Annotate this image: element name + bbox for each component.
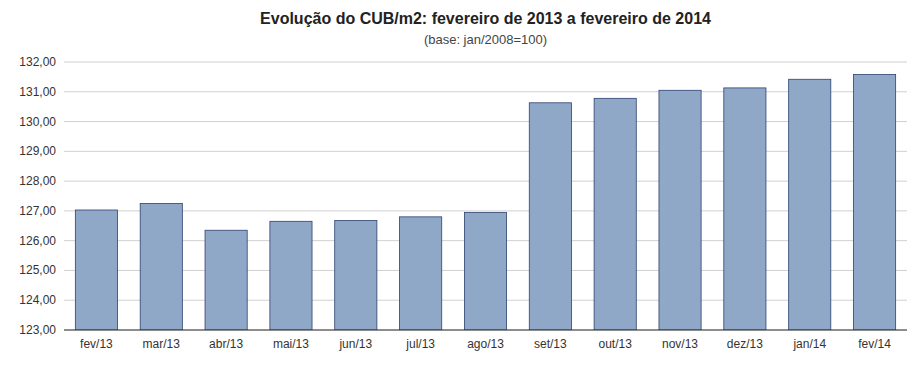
x-tick-label: fev/14 (858, 337, 891, 351)
grid-line (64, 121, 907, 122)
x-tick-label: abr/13 (209, 337, 243, 351)
bar (75, 210, 117, 330)
title: Evolução do CUB/m2: fevereiro de 2013 a … (260, 10, 711, 27)
x-tick-label: out/13 (599, 337, 633, 351)
y-axis: 123,00 124,00 125,00 126,00 127,00 128,00 129,… (19, 55, 907, 337)
y-tick-label: 124,00 (19, 293, 56, 307)
y-tick-label: 129,00 (19, 144, 56, 158)
bar (270, 221, 312, 330)
y-tick-label: 130,00 (19, 115, 56, 129)
x-tick-label: dez/13 (727, 337, 763, 351)
bar (659, 90, 701, 330)
bar (594, 98, 636, 330)
grid-line (64, 181, 907, 182)
bar (205, 230, 247, 330)
y-tick-label: 128,00 (19, 174, 56, 188)
bar (724, 88, 766, 330)
chart-container: Evolução do CUB/m2: fevereiro de 2013 a … (0, 0, 923, 366)
y-tick-label: 126,00 (19, 234, 56, 248)
x-axis-line (64, 330, 907, 331)
chart: Evolução do CUB/m2: fevereiro de 2013 a … (0, 0, 923, 366)
x-tick-label: set/13 (534, 337, 567, 351)
x-tick-label: jul/13 (405, 337, 435, 351)
grid-line (64, 210, 907, 211)
grid-line (64, 62, 907, 63)
x-axis: fev/13 mar/13 abr/13 mai/13 jun/13 jul/13 ago/… (64, 330, 907, 351)
grid-line (64, 91, 907, 92)
x-tick-label: jan/14 (792, 337, 826, 351)
y-tick-label: 127,00 (19, 204, 56, 218)
y-tick-label: 131,00 (19, 85, 56, 99)
x-tick-label: jun/13 (338, 337, 372, 351)
bar (854, 75, 896, 330)
page: {"chart_data": { "type": "bar", "title":… (0, 0, 923, 366)
grid-line (64, 151, 907, 152)
bar (400, 217, 442, 330)
bar (335, 220, 377, 330)
x-tick-label: mar/13 (143, 337, 181, 351)
subtitle: (base: jan/2008=100) (424, 32, 547, 47)
bar (140, 203, 182, 330)
bars (75, 75, 895, 330)
bar (464, 212, 506, 330)
bar (789, 79, 831, 330)
grid-line (64, 330, 907, 331)
x-tick-label: fev/13 (80, 337, 113, 351)
y-tick-label: 125,00 (19, 263, 56, 277)
bar (529, 103, 571, 330)
x-tick-label: ago/13 (467, 337, 504, 351)
x-tick-label: mai/13 (273, 337, 309, 351)
y-tick-label: 132,00 (19, 55, 56, 69)
y-tick-label: 123,00 (19, 323, 56, 337)
x-tick-label: nov/13 (662, 337, 698, 351)
